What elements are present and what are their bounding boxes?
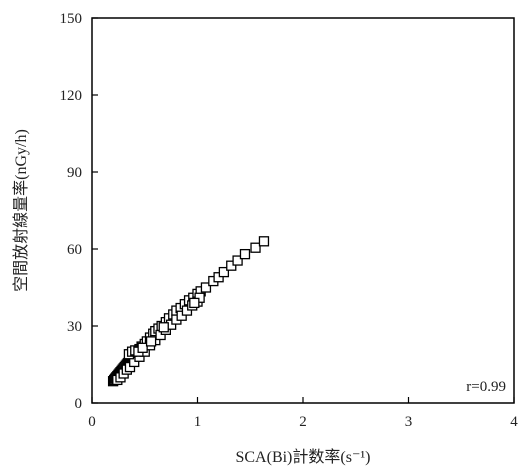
data-point-square — [189, 297, 200, 309]
y-tick-label: 120 — [60, 88, 83, 104]
data-point-square — [232, 255, 243, 266]
y-tick-label: 90 — [67, 165, 82, 181]
x-tick-label: 1 — [194, 414, 202, 430]
y-tick-label: 30 — [67, 319, 82, 335]
plot-area-frame — [91, 17, 515, 404]
x-axis-title: SCA(Bi)計数率(s⁻¹) — [235, 448, 370, 466]
data-point-square — [258, 236, 270, 247]
y-tick-label: 150 — [60, 11, 83, 27]
data-point-square — [158, 322, 169, 333]
x-tick-label: 4 — [510, 414, 518, 430]
y-tick-label: 0 — [75, 396, 83, 412]
y-tick-label: 60 — [67, 242, 82, 258]
x-tick-label: 3 — [405, 414, 413, 430]
x-tick-label: 2 — [299, 414, 307, 430]
x-tick-label: 0 — [88, 414, 96, 430]
data-point-square — [218, 266, 230, 278]
y-axis-title: 空間放射線量率(nGy/h) — [12, 129, 30, 292]
data-points — [107, 236, 270, 387]
data-point-square — [137, 342, 148, 353]
data-point-square — [145, 336, 157, 347]
axis-tick-labels: 0 1 2 3 4 0 30 60 90 120 150 — [60, 11, 519, 430]
data-point-square — [239, 248, 251, 260]
data-point-square — [250, 242, 261, 253]
data-point-square — [200, 282, 212, 293]
correlation-annotation: r=0.99 — [466, 379, 506, 395]
